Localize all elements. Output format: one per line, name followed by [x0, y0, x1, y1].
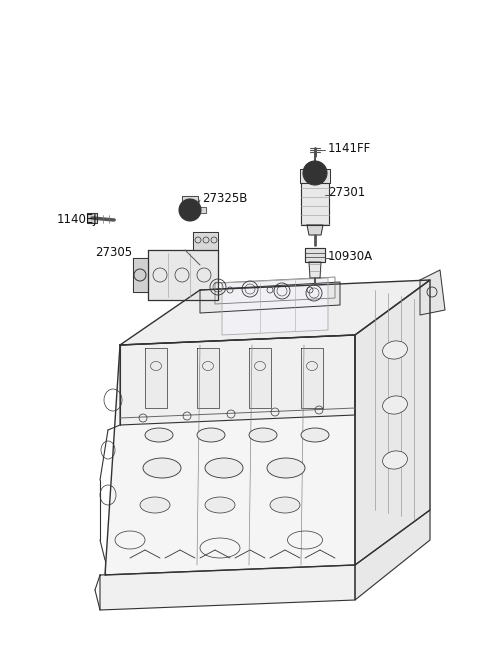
Ellipse shape	[249, 428, 277, 442]
Polygon shape	[182, 196, 198, 204]
Polygon shape	[355, 510, 430, 600]
Polygon shape	[200, 282, 340, 313]
Polygon shape	[133, 258, 148, 292]
Circle shape	[303, 161, 327, 185]
Polygon shape	[301, 183, 329, 225]
Polygon shape	[301, 348, 323, 408]
Polygon shape	[309, 262, 321, 278]
Ellipse shape	[205, 458, 243, 478]
Ellipse shape	[301, 428, 329, 442]
Ellipse shape	[140, 497, 170, 513]
Polygon shape	[420, 270, 445, 315]
Text: 27325B: 27325B	[202, 192, 247, 205]
Polygon shape	[222, 278, 328, 335]
Polygon shape	[87, 213, 97, 223]
Ellipse shape	[383, 396, 408, 414]
Polygon shape	[305, 248, 325, 262]
Ellipse shape	[383, 341, 408, 359]
Ellipse shape	[143, 458, 181, 478]
Text: 27305: 27305	[95, 245, 132, 258]
Polygon shape	[105, 335, 355, 575]
Polygon shape	[198, 207, 206, 213]
Text: 10930A: 10930A	[328, 249, 373, 262]
Text: 1140EJ: 1140EJ	[57, 213, 97, 226]
Ellipse shape	[270, 497, 300, 513]
Ellipse shape	[197, 428, 225, 442]
Ellipse shape	[383, 451, 408, 469]
Polygon shape	[307, 225, 323, 235]
Text: 1141FF: 1141FF	[328, 142, 371, 155]
Polygon shape	[355, 280, 430, 565]
Polygon shape	[100, 565, 355, 610]
Ellipse shape	[205, 497, 235, 513]
Polygon shape	[300, 169, 330, 183]
Ellipse shape	[267, 458, 305, 478]
Circle shape	[179, 199, 201, 221]
Polygon shape	[145, 348, 167, 408]
Ellipse shape	[145, 428, 173, 442]
Polygon shape	[120, 280, 430, 345]
Polygon shape	[249, 348, 271, 408]
Polygon shape	[148, 250, 218, 300]
Polygon shape	[120, 335, 355, 425]
Text: 27301: 27301	[328, 186, 365, 199]
Polygon shape	[197, 348, 219, 408]
Polygon shape	[193, 232, 218, 250]
